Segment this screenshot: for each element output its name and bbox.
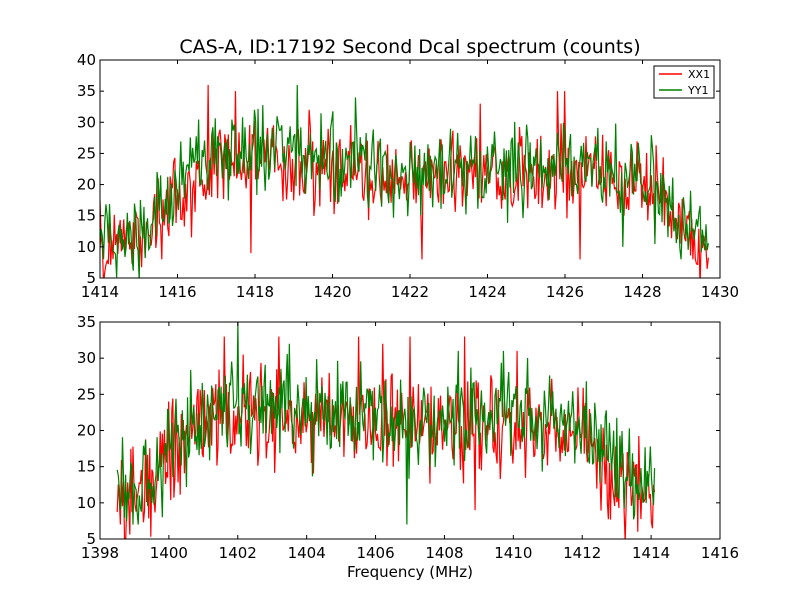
y-tick-label: 20 bbox=[77, 176, 96, 194]
chart-title: CAS-A, ID:17192 Second Dcal spectrum (co… bbox=[179, 36, 640, 58]
x-tick-label: 1408 bbox=[425, 544, 463, 562]
plot-frame bbox=[99, 59, 721, 279]
x-axis-label: Frequency (MHz) bbox=[347, 563, 473, 581]
y-tick-label: 5 bbox=[86, 530, 96, 548]
x-tick-label: 1414 bbox=[81, 283, 119, 301]
x-tick-label: 1422 bbox=[391, 283, 429, 301]
plot-frame bbox=[99, 321, 721, 540]
y-tick-label: 40 bbox=[77, 51, 96, 69]
legend-box bbox=[653, 65, 715, 99]
x-tick-label: 1404 bbox=[288, 544, 326, 562]
y-tick-label: 30 bbox=[77, 113, 96, 131]
y-tick-label: 25 bbox=[77, 144, 96, 162]
x-tick-label: 1410 bbox=[494, 544, 532, 562]
bottom-spectrum-panel: 1398 1400 1402 1404 1406 1408 1410 1412 1414 1416… bbox=[77, 313, 739, 581]
x-tick-label: 1430 bbox=[701, 283, 739, 301]
x-tick-label: 1424 bbox=[468, 283, 506, 301]
y-tick-label: 25 bbox=[77, 385, 96, 403]
y-tick-label: 15 bbox=[77, 207, 96, 225]
x-tick-label: 1398 bbox=[81, 544, 119, 562]
y-tick-label: 35 bbox=[77, 313, 96, 331]
x-tick-label: 1414 bbox=[632, 544, 670, 562]
y-tick-label: 15 bbox=[77, 458, 96, 476]
series-group bbox=[100, 84, 709, 278]
x-tick-label: 1418 bbox=[236, 283, 274, 301]
series-group bbox=[116, 322, 656, 539]
x-tick-label: 1400 bbox=[150, 544, 188, 562]
x-tick-label: 1402 bbox=[219, 544, 257, 562]
x-tick-label: 1412 bbox=[563, 544, 601, 562]
x-tick-label: 1406 bbox=[356, 544, 394, 562]
y-tick-label: 20 bbox=[77, 422, 96, 440]
legend-label-yy1: YY1 bbox=[687, 84, 708, 97]
y-tick-label: 10 bbox=[77, 238, 96, 256]
series-line-yy1 bbox=[100, 84, 709, 278]
x-tick-label: 1416 bbox=[158, 283, 196, 301]
legend: XX1 YY1 bbox=[653, 65, 715, 99]
x-tick-label: 1428 bbox=[623, 283, 661, 301]
y-tick-label: 10 bbox=[77, 494, 96, 512]
legend-label-xx1: XX1 bbox=[688, 68, 710, 81]
x-tick-label: 1416 bbox=[701, 544, 739, 562]
x-tick-label: 1420 bbox=[313, 283, 351, 301]
y-tick-label: 5 bbox=[86, 269, 96, 287]
series-line-yy1 bbox=[116, 322, 656, 525]
y-tick-label: 30 bbox=[77, 349, 96, 367]
y-tick-label: 35 bbox=[77, 82, 96, 100]
x-tick-label: 1426 bbox=[546, 283, 584, 301]
top-spectrum-panel: 1414 1416 1418 1420 1422 1424 1426 1428 1430 5 10 1… bbox=[77, 51, 739, 301]
ticks-group: 1414 1416 1418 1420 1422 1424 1426 1428 1430 5 10 1… bbox=[77, 51, 739, 301]
